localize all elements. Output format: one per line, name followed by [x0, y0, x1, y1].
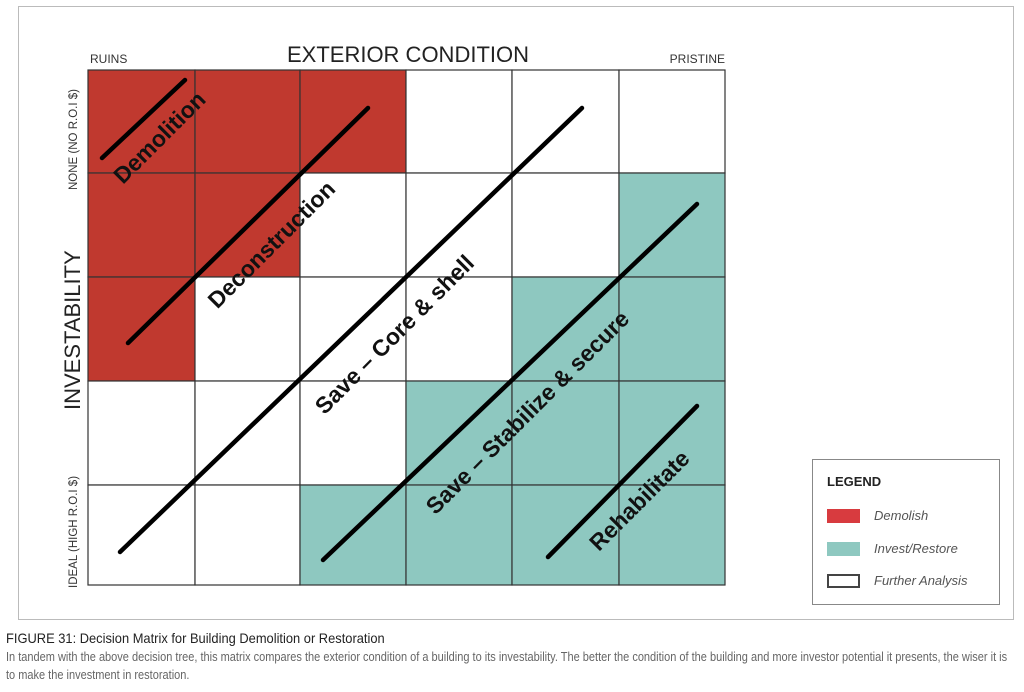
deconstruction-line: [125, 105, 371, 346]
figure-frame: [18, 6, 1014, 620]
caption-body: In tandem with the above decision tree, …: [6, 650, 1008, 682]
matrix-cell-further: [87, 380, 196, 486]
legend-swatch: [827, 573, 860, 588]
x-axis-low-label: RUINS: [90, 52, 127, 66]
caption: FIGURE 31: Decision Matrix for Building …: [6, 630, 1021, 684]
x-axis-high-label: PRISTINE: [670, 52, 725, 66]
matrix-cell-further: [194, 276, 301, 382]
legend-swatch: [827, 541, 860, 556]
caption-title: FIGURE 31: Decision Matrix for Building …: [6, 630, 385, 646]
legend: LEGEND Demolish Invest/Restore Further A…: [812, 459, 1000, 605]
legend-item-demolish: Demolish: [827, 508, 928, 523]
matrix-cell-invest: [405, 484, 513, 586]
legend-title: LEGEND: [827, 474, 882, 489]
matrix-cells: [87, 69, 726, 586]
core-shell-line: [117, 105, 585, 555]
x-axis-title: EXTERIOR CONDITION: [287, 42, 529, 67]
matrix-cell-further: [194, 484, 301, 586]
matrix-cell-invest: [511, 380, 620, 486]
matrix-cell-further: [618, 69, 726, 174]
y-axis-low-label: NONE (NO R.O.I $): [68, 89, 80, 190]
rehabilitate-line: [545, 403, 700, 560]
matrix-cell-further: [87, 484, 196, 586]
matrix-cell-demolish: [87, 172, 196, 278]
legend-item-further: Further Analysis: [827, 573, 967, 588]
stabilize-line: [320, 201, 700, 563]
matrix-cell-further: [299, 380, 407, 486]
matrix-cell-further: [511, 172, 620, 278]
matrix-cell-demolish: [194, 69, 301, 174]
matrix-cell-invest: [618, 276, 726, 382]
y-axis-title: INVESTABILITY: [60, 250, 85, 410]
matrix-cell-further: [405, 69, 513, 174]
y-axis-high-label: IDEAL (HIGH R.O.I $): [68, 476, 80, 588]
matrix-cell-invest: [299, 484, 407, 586]
legend-swatch: [827, 508, 860, 523]
legend-item-invest: Invest/Restore: [827, 541, 958, 556]
matrix-cell-invest: [618, 484, 726, 586]
demolition-line: [99, 77, 188, 161]
matrix-cell-further: [299, 172, 407, 278]
matrix-cell-further: [405, 276, 513, 382]
